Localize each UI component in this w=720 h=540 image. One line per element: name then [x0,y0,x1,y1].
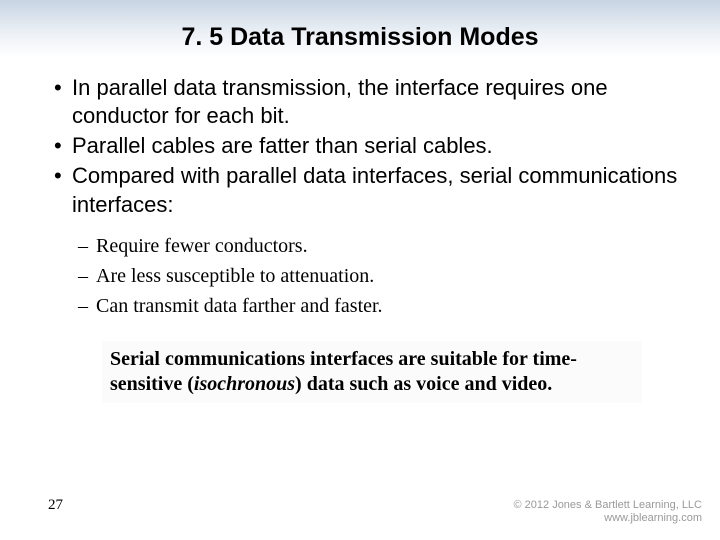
main-bullet-list: In parallel data transmission, the inter… [30,74,690,219]
callout-text-suffix: ) data such as voice and video. [295,373,552,395]
bullet-item: Parallel cables are fatter than serial c… [54,132,690,160]
slide-title: 7. 5 Data Transmission Modes [181,23,538,52]
page-number: 27 [48,497,63,514]
footer-line-2: www.jblearning.com [514,512,703,526]
callout-text-ital: isochronous [194,373,295,395]
sub-bullet-item: Are less susceptible to attenuation. [78,261,690,291]
bullet-item: In parallel data transmission, the inter… [54,74,690,130]
callout-box: Serial communications interfaces are sui… [102,341,642,403]
footer-credit: © 2012 Jones & Bartlett Learning, LLC ww… [514,499,703,527]
sub-bullet-item: Require fewer conductors. [78,231,690,261]
header-band: 7. 5 Data Transmission Modes [0,0,720,58]
sub-bullet-list: Require fewer conductors. Are less susce… [30,231,690,321]
bullet-item: Compared with parallel data interfaces, … [54,162,690,218]
sub-bullet-item: Can transmit data farther and faster. [78,291,690,321]
slide-content: In parallel data transmission, the inter… [0,58,720,403]
footer-line-1: © 2012 Jones & Bartlett Learning, LLC [514,499,703,513]
